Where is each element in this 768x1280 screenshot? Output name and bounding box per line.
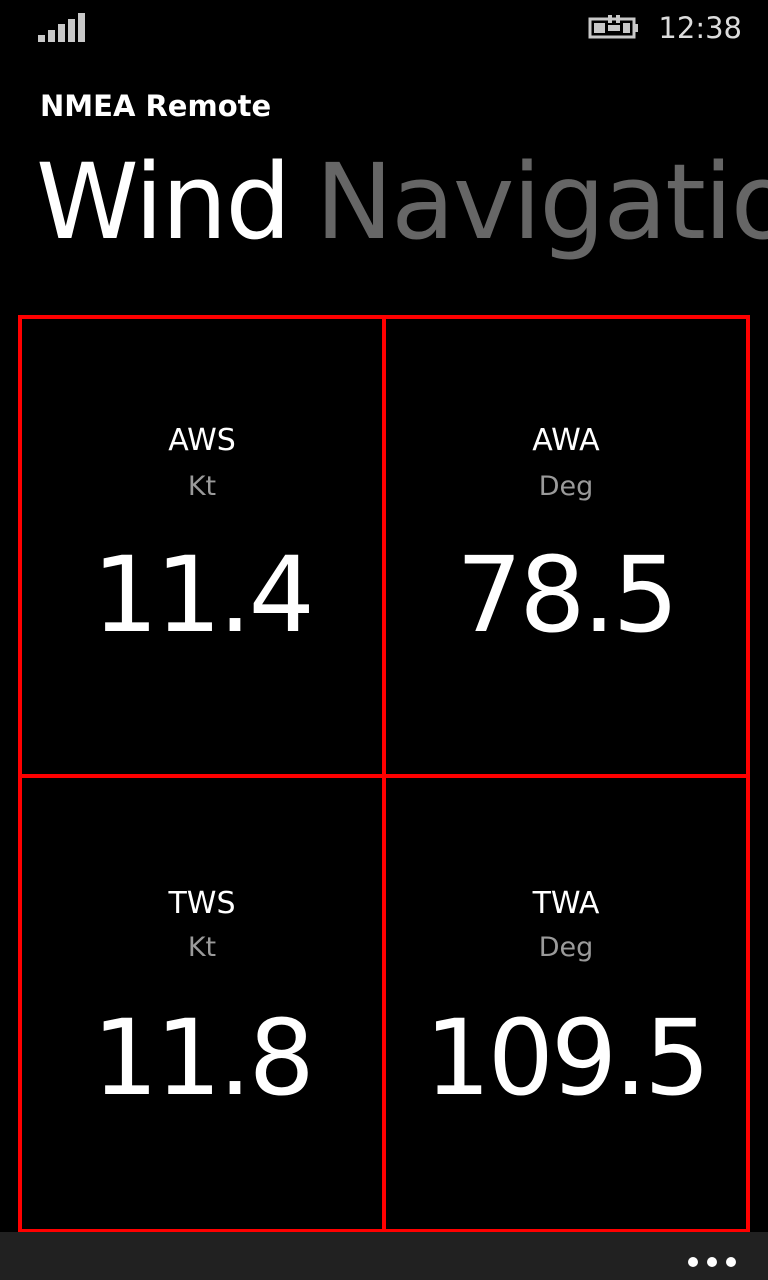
app-bar xyxy=(0,1232,768,1280)
status-bar: 12:38 xyxy=(0,0,768,56)
battery-charging-icon xyxy=(588,14,640,42)
pivot-header: Wind Navigatio xyxy=(36,140,768,270)
tile-unit: Deg xyxy=(538,471,594,502)
tile-awa[interactable]: AWA Deg 78.5 xyxy=(382,315,750,778)
app-title: NMEA Remote xyxy=(40,89,272,123)
tile-label: AWS xyxy=(168,423,236,458)
tile-tws[interactable]: TWS Kt 11.8 xyxy=(18,774,386,1233)
tile-label: AWA xyxy=(532,423,600,458)
pivot-item-wind[interactable]: Wind xyxy=(36,141,291,263)
tile-value: 109.5 xyxy=(424,997,711,1119)
signal-strength-icon xyxy=(38,12,88,42)
tile-value: 11.8 xyxy=(92,997,315,1119)
tile-unit: Kt xyxy=(187,471,217,502)
tile-twa[interactable]: TWA Deg 109.5 xyxy=(382,774,750,1233)
tile-aws[interactable]: AWS Kt 11.4 xyxy=(18,315,386,778)
pivot-item-navigation[interactable]: Navigatio xyxy=(315,141,768,263)
tile-label: TWA xyxy=(532,886,600,921)
tile-unit: Kt xyxy=(187,932,217,963)
tile-unit: Deg xyxy=(538,932,594,963)
more-options-icon[interactable] xyxy=(684,1240,740,1272)
tile-value: 78.5 xyxy=(456,534,679,656)
tile-value: 11.4 xyxy=(92,534,315,656)
wind-data-grid: AWS Kt 11.4 AWA Deg 78.5 TWS Kt 11.8 TWA… xyxy=(18,315,750,1233)
tile-label: TWS xyxy=(168,886,236,921)
status-clock: 12:38 xyxy=(658,11,742,45)
